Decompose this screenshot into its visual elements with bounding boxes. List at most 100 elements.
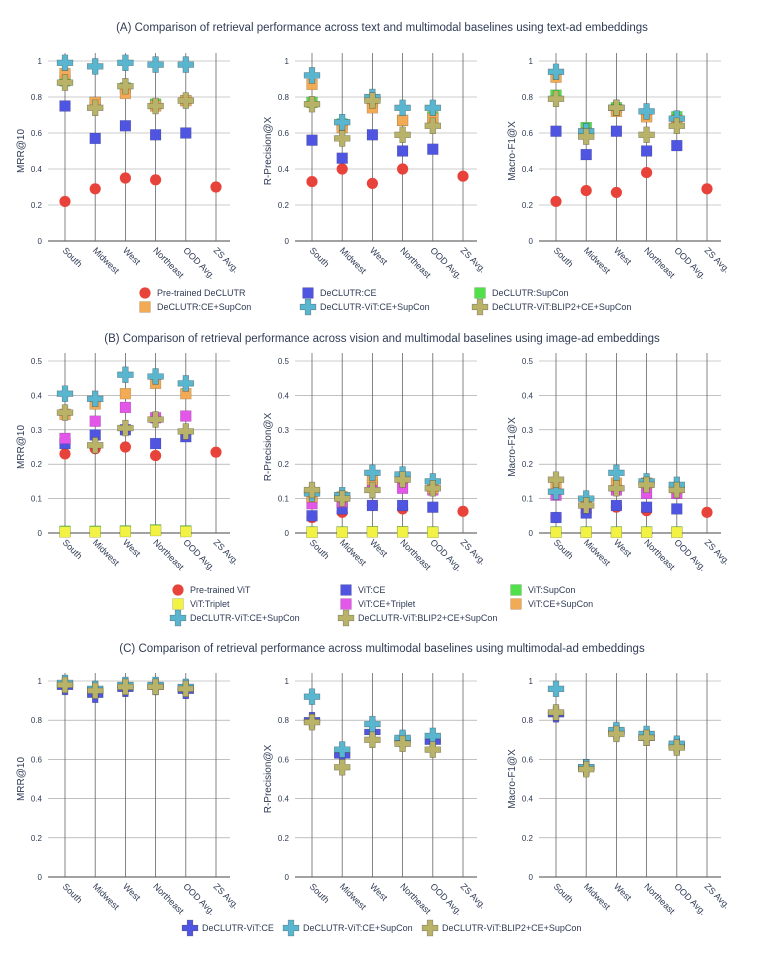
- x-tick-label: South: [552, 881, 576, 905]
- panel-A-2: 0 0.2 0.4 0.6 0.8 1 South Midwest West NortheastO…: [263, 53, 488, 281]
- panel-C-1: 0 0.2 0.4 0.6 0.8 1 South Midwest West NortheastO…: [16, 673, 241, 917]
- data-point-vit-triplet: [306, 526, 318, 538]
- y-tick-label: 0.2: [31, 834, 43, 843]
- legend-marker: [510, 598, 522, 610]
- x-tick-label: South: [61, 537, 85, 561]
- x-tick-label: OOD Avg.: [428, 881, 464, 917]
- y-tick-label: 0.6: [31, 755, 43, 764]
- legend-label: DeCLUTR-ViT:CE+SupCon: [190, 613, 300, 623]
- y-tick-label: 0: [38, 237, 43, 246]
- data-point-declutr-ce: [427, 143, 439, 155]
- data-point-declutr-vit-ce-supcon: [177, 56, 195, 73]
- data-point-declutr-vit-blip2-ce-supcon: [424, 480, 442, 497]
- data-point-declutr-vit-blip2-ce-supcon: [364, 731, 381, 749]
- legend-marker: [299, 298, 317, 316]
- data-point-declutr-ce: [180, 127, 192, 139]
- data-point-declutr-vit-ce-supcon: [177, 375, 195, 392]
- legend-label: DeCLUTR-ViT:CE: [202, 923, 274, 933]
- y-tick-label: 0.8: [522, 716, 534, 725]
- data-point-declutr-vit-blip2-ce-supcon: [394, 471, 411, 488]
- data-point-declutr-vit-ce-supcon: [56, 385, 74, 402]
- panel-C-3: 0 0.2 0.4 0.6 0.8 1 South Midwest West NortheastO…: [507, 673, 732, 917]
- data-point-vit-ce: [427, 501, 439, 513]
- data-point-declutr-ce: [610, 125, 623, 137]
- legend-marker: [172, 584, 184, 596]
- data-point-declutr-vit-ce-supcon: [117, 54, 134, 72]
- data-point-vit-ce-triplet: [59, 432, 71, 445]
- data-point-vit-ce-triplet: [180, 410, 192, 422]
- data-point-vit-triplet: [671, 526, 683, 538]
- data-point-vit-triplet: [640, 526, 653, 538]
- data-point-declutr-vit-blip2-ce-supcon: [424, 741, 442, 758]
- x-tick-label: South: [308, 245, 332, 269]
- y-tick-label: 0: [38, 873, 43, 882]
- data-point-declutr-vit-ce-supcon: [424, 99, 442, 117]
- x-tick-label: Northeast: [642, 245, 677, 280]
- y-tick-label: 0: [285, 529, 290, 538]
- x-tick-label: ZS Avg.: [459, 881, 488, 910]
- x-tick-label: Midwest: [582, 537, 613, 568]
- x-tick-label: Midwest: [91, 245, 122, 276]
- x-tick-label: Midwest: [582, 881, 613, 912]
- data-point-declutr-vit-blip2-ce-supcon: [177, 680, 195, 698]
- y-axis-label: Macro-F1@X: [507, 121, 518, 181]
- y-tick-label: 0.4: [522, 165, 534, 174]
- x-tick-label: South: [552, 537, 576, 561]
- legend-marker: [139, 301, 151, 313]
- x-tick-label: South: [61, 881, 85, 905]
- x-tick-label: Northeast: [398, 537, 433, 572]
- data-point-declutr-vit-ce-supcon: [638, 103, 655, 120]
- y-tick-label: 0.6: [278, 755, 290, 764]
- legend-marker: [302, 287, 314, 299]
- y-tick-label: 0.8: [278, 716, 290, 725]
- y-tick-label: 0.4: [522, 391, 534, 400]
- data-point-pre-trained-declutr: [336, 163, 348, 175]
- data-point-declutr-vit-blip2-ce-supcon: [333, 759, 351, 776]
- data-point-declutr-ce: [671, 139, 683, 152]
- data-point-declutr-vit-blip2-ce-supcon: [86, 682, 104, 700]
- x-tick-label: Northeast: [642, 537, 677, 572]
- data-point-vit-ce: [640, 501, 653, 513]
- legend-marker: [337, 609, 355, 627]
- legend-marker: [181, 919, 199, 937]
- section-title-C: (C) Comparison of retrieval performance …: [119, 643, 645, 655]
- data-point-vit-triplet: [427, 526, 439, 538]
- panel-B-1: 0 0.1 0.2 0.3 0.4 0.5 South Midwest West Northeas…: [16, 353, 241, 573]
- legend-label: ViT:CE: [358, 585, 385, 595]
- data-point-pre-trained-vit: [701, 506, 713, 518]
- panel-C-2: 0 0.2 0.4 0.6 0.8 1 South Midwest West NortheastO…: [263, 673, 488, 917]
- data-point-pre-trained-declutr: [306, 176, 318, 188]
- data-point-declutr-vit-blip2-ce-supcon: [638, 476, 655, 494]
- data-point-vit-triplet: [610, 526, 623, 538]
- x-tick-label: South: [308, 881, 332, 905]
- data-point-declutr-vit-ce-supcon: [364, 464, 381, 482]
- data-point-declutr-vit-blip2-ce-supcon: [147, 97, 164, 115]
- panel-B-3: 0 0.1 0.2 0.3 0.4 0.5 South Midwest West Northeas…: [507, 353, 732, 573]
- y-tick-label: 0.2: [522, 201, 534, 210]
- data-point-declutr-vit-ce-supcon: [56, 54, 74, 72]
- data-point-declutr-vit-blip2-ce-supcon: [668, 481, 686, 499]
- legend-marker: [340, 598, 352, 610]
- data-point-declutr-vit-blip2-ce-supcon: [577, 760, 595, 778]
- x-tick-label: West: [612, 245, 634, 267]
- data-point-declutr-vit-ce-supcon: [547, 63, 565, 81]
- data-point-declutr-vit-blip2-ce-supcon: [394, 735, 411, 752]
- data-point-pre-trained-declutr: [119, 172, 131, 184]
- legend-label: DeCLUTR-ViT:BLIP2+CE+SupCon: [442, 923, 581, 933]
- data-point-declutr-vit-blip2-ce-supcon: [364, 92, 381, 109]
- data-point-vit-triplet: [550, 526, 562, 538]
- panel-B-2: 0 0.1 0.2 0.3 0.4 0.5 South Midwest West Northeas…: [263, 353, 488, 573]
- x-tick-label: West: [368, 245, 390, 267]
- data-point-vit-triplet: [180, 525, 192, 538]
- data-point-declutr-vit-blip2-ce-supcon: [117, 77, 134, 95]
- data-point-declutr-vit-blip2-ce-supcon: [117, 678, 134, 696]
- data-point-vit-triplet: [366, 526, 379, 538]
- y-axis-label: Macro-F1@X: [507, 417, 518, 477]
- y-tick-label: 0: [529, 529, 534, 538]
- legend-A: Pre-trained DeCLUTR DeCLUTR:CE DeCLUTR:Sup…: [139, 287, 631, 316]
- legend-label: DeCLUTR:CE: [320, 288, 377, 298]
- data-point-declutr-vit-blip2-ce-supcon: [117, 419, 134, 437]
- data-point-declutr-vit-ce-supcon: [303, 688, 321, 705]
- data-point-declutr-vit-blip2-ce-supcon: [86, 437, 104, 454]
- data-point-declutr-vit-ce-supcon: [303, 67, 321, 84]
